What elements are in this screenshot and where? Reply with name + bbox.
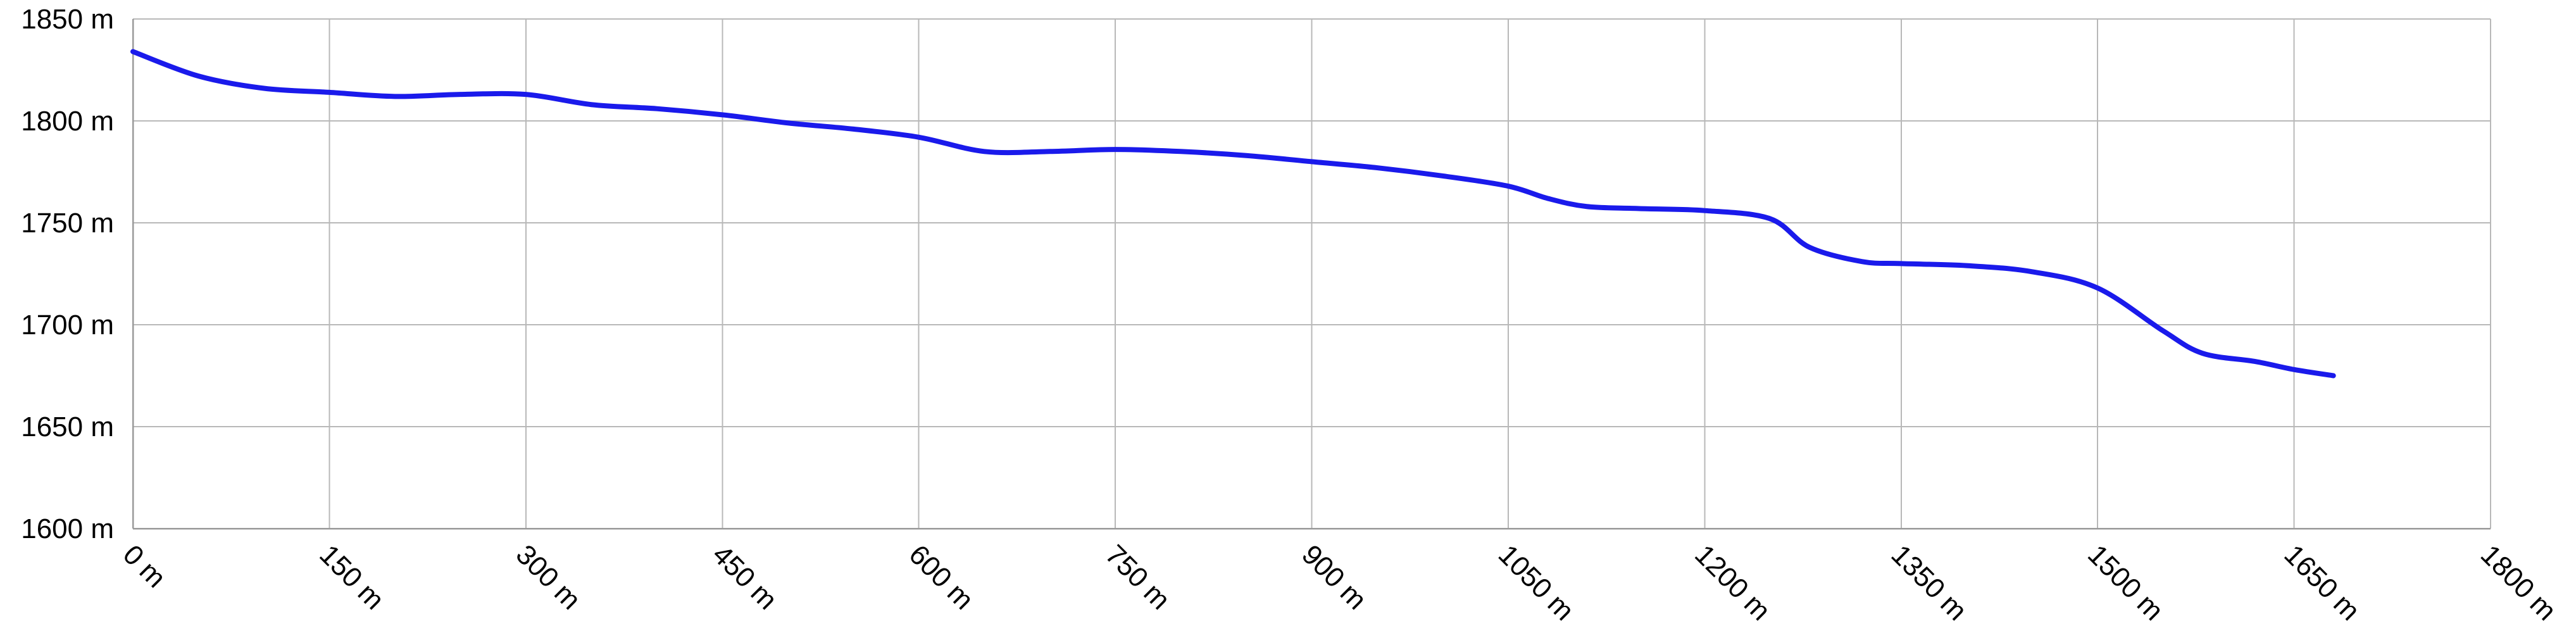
x-tick-label: 0 m bbox=[117, 539, 172, 594]
x-tick-label: 1200 m bbox=[1689, 539, 1776, 626]
x-tick-label: 1650 m bbox=[2278, 539, 2365, 626]
y-tick-label: 1750 m bbox=[21, 208, 114, 239]
elevation-series-line bbox=[130, 49, 2336, 379]
x-tick-label: 600 m bbox=[903, 539, 980, 615]
x-tick-label: 1050 m bbox=[1492, 539, 1580, 626]
x-tick-labels: 0 m 150 m 300 m 450 m 600 m 750 m 900 m 1050 m 1… bbox=[117, 539, 2562, 626]
y-tick-label: 1650 m bbox=[21, 411, 114, 442]
x-tick-label: 750 m bbox=[1099, 539, 1176, 615]
x-tick-label: 300 m bbox=[510, 539, 587, 615]
x-tick-label: 150 m bbox=[313, 539, 390, 615]
axes bbox=[132, 19, 2491, 530]
x-tick-label: 900 m bbox=[1296, 539, 1372, 615]
y-tick-label: 1850 m bbox=[21, 4, 114, 35]
y-tick-labels: 1850 m 1800 m 1750 m 1700 m 1650 m 1600 m bbox=[21, 4, 114, 544]
y-tick-label: 1800 m bbox=[21, 106, 114, 137]
x-tick-label: 1500 m bbox=[2082, 539, 2169, 626]
series bbox=[130, 49, 2336, 379]
x-tick-label: 450 m bbox=[706, 539, 783, 615]
x-tick-label: 1350 m bbox=[1885, 539, 1973, 626]
y-tick-label: 1700 m bbox=[21, 310, 114, 341]
y-tick-label: 1600 m bbox=[21, 513, 114, 544]
x-tick-label: 1800 m bbox=[2475, 539, 2562, 626]
